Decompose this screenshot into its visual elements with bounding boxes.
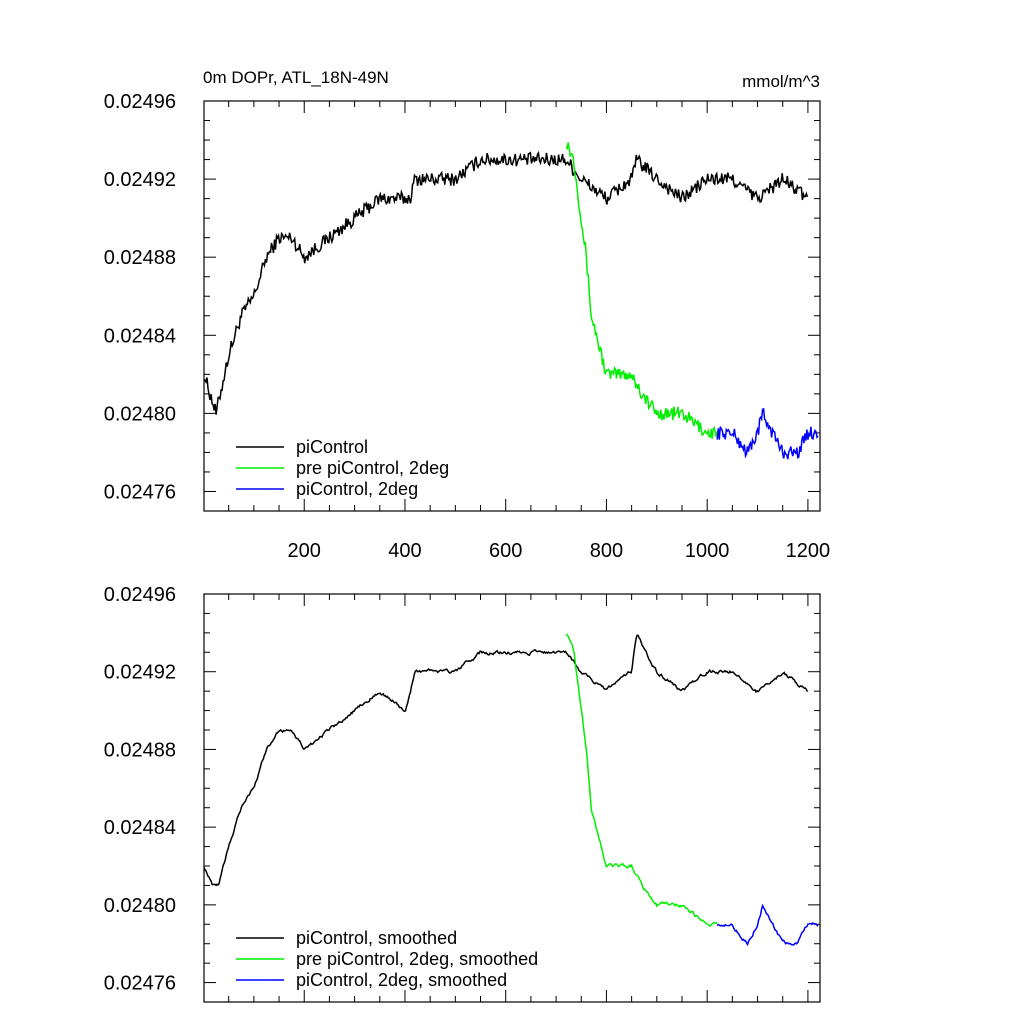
chart-units: mmol/m^3 [742,72,820,91]
legend-label: piControl, 2deg, smoothed [296,970,507,990]
x-tick-label: 1000 [685,540,730,562]
panel-top: 0m DOPr, ATL_18N-49N mmol/m^3 0.02476 0.0… [104,68,830,562]
plot-frame [203,593,821,1003]
y-tick-label: 0.02480 [104,895,176,917]
y-tick-label: 0.02492 [104,169,176,191]
panel-bottom: 0.02476 0.02480 0.02484 0.02488 0.02492 0.024… [104,584,821,1003]
x-tick-label: 400 [388,540,421,562]
legend-label: pre piControl, 2deg [296,458,449,478]
y-tick-label: 0.02492 [104,662,176,684]
plot-frame [203,100,821,512]
y-tick-label: 0.02476 [104,481,176,503]
x-tick-label: 800 [590,540,623,562]
y-tick-label: 0.02476 [104,973,176,995]
x-tick-label: 200 [288,540,321,562]
series-line-picontrol [204,150,809,415]
x-tick-label: 1200 [786,540,831,562]
series-line-picontrol-smoothed [204,634,809,887]
y-tick-label: 0.02488 [104,739,176,761]
legend-label: pre piControl, 2deg, smoothed [296,949,538,969]
y-tick-label: 0.02488 [104,247,176,269]
legend-label: piControl [296,437,368,457]
y-tick-label: 0.02496 [104,91,176,113]
y-tick-label: 0.02484 [104,817,176,839]
y-tick-label: 0.02484 [104,325,176,347]
y-tick-label: 0.02496 [104,584,176,606]
series-line-picontrol-2deg-smoothed [716,903,819,947]
series-line-pre-picontrol-2deg [565,142,718,439]
series-line-picontrol-2deg [716,407,819,460]
x-tick-label: 600 [489,540,522,562]
chart-title: 0m DOPr, ATL_18N-49N [203,68,389,87]
legend-label: piControl, smoothed [296,928,457,948]
series-line-pre-picontrol-2deg-smoothed [565,633,718,927]
y-tick-label: 0.02480 [104,403,176,425]
legend-label: piControl, 2deg [296,479,418,499]
